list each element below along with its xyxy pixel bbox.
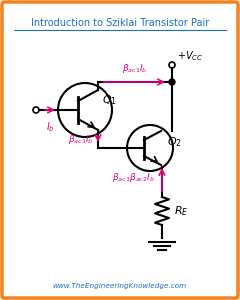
Text: $Q_1$: $Q_1$	[102, 93, 117, 107]
Text: $\beta_{ac1}I_b$: $\beta_{ac1}I_b$	[122, 62, 147, 75]
Text: Introduction to Sziklai Transistor Pair: Introduction to Sziklai Transistor Pair	[31, 18, 209, 28]
Circle shape	[169, 79, 175, 85]
Text: $\beta_{ac1}\beta_{ac2}I_b$: $\beta_{ac1}\beta_{ac2}I_b$	[112, 170, 155, 184]
FancyBboxPatch shape	[2, 2, 238, 298]
Text: $R_E$: $R_E$	[174, 204, 189, 218]
Text: $Q_2$: $Q_2$	[167, 135, 182, 149]
Text: $\beta_{ac1}I_b$: $\beta_{ac1}I_b$	[68, 133, 94, 146]
Text: www.TheEngineeringKnowledge.com: www.TheEngineeringKnowledge.com	[53, 283, 187, 289]
Text: $+V_{CC}$: $+V_{CC}$	[177, 49, 203, 63]
Text: $I_b$: $I_b$	[46, 120, 54, 134]
